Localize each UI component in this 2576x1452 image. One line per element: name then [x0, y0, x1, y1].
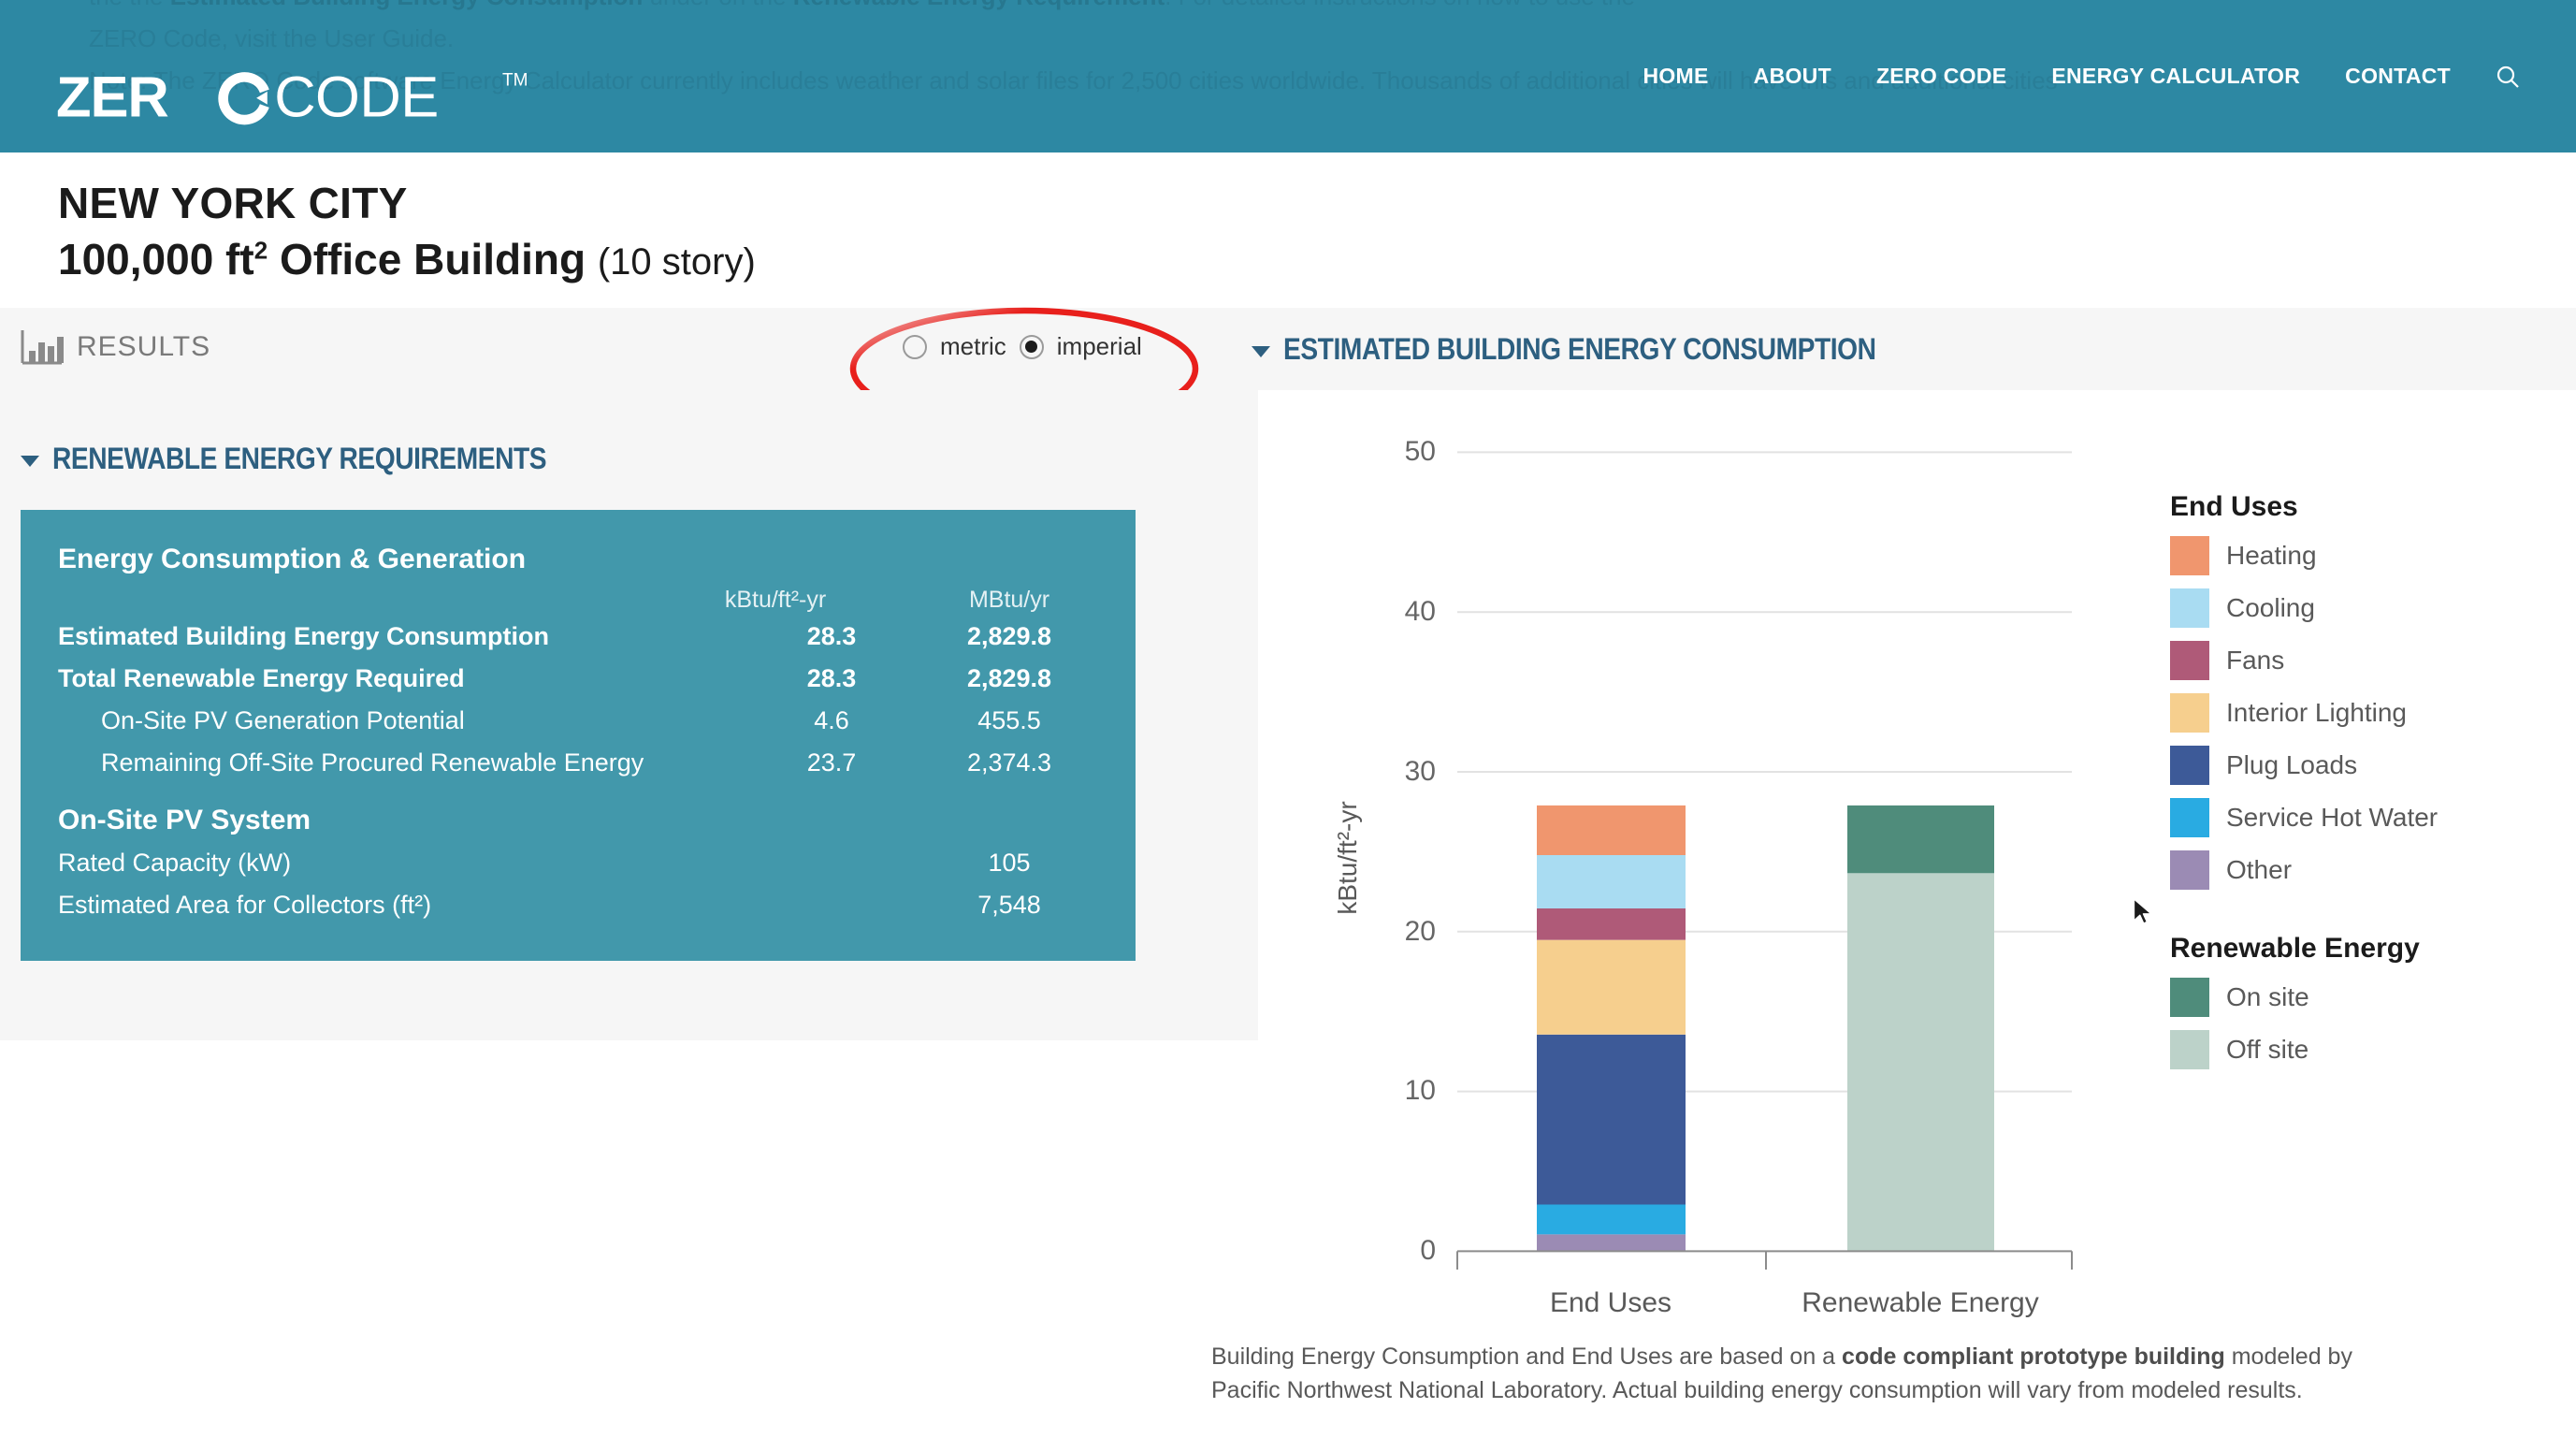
- svg-text:50: 50: [1405, 436, 1436, 467]
- svg-text:10: 10: [1405, 1075, 1436, 1106]
- svg-text:0: 0: [1420, 1235, 1436, 1266]
- svg-text:End Uses: End Uses: [1550, 1287, 1672, 1318]
- svg-text:30: 30: [1405, 756, 1436, 787]
- svg-text:CODE: CODE: [274, 65, 438, 129]
- svg-text:kBtu/ft²-yr: kBtu/ft²-yr: [1333, 801, 1362, 914]
- svg-text:ZER: ZER: [56, 65, 168, 129]
- svg-text:Renewable Energy: Renewable Energy: [1802, 1287, 2039, 1318]
- svg-text:TM: TM: [502, 70, 528, 90]
- svg-text:40: 40: [1405, 596, 1436, 627]
- svg-text:20: 20: [1405, 916, 1436, 947]
